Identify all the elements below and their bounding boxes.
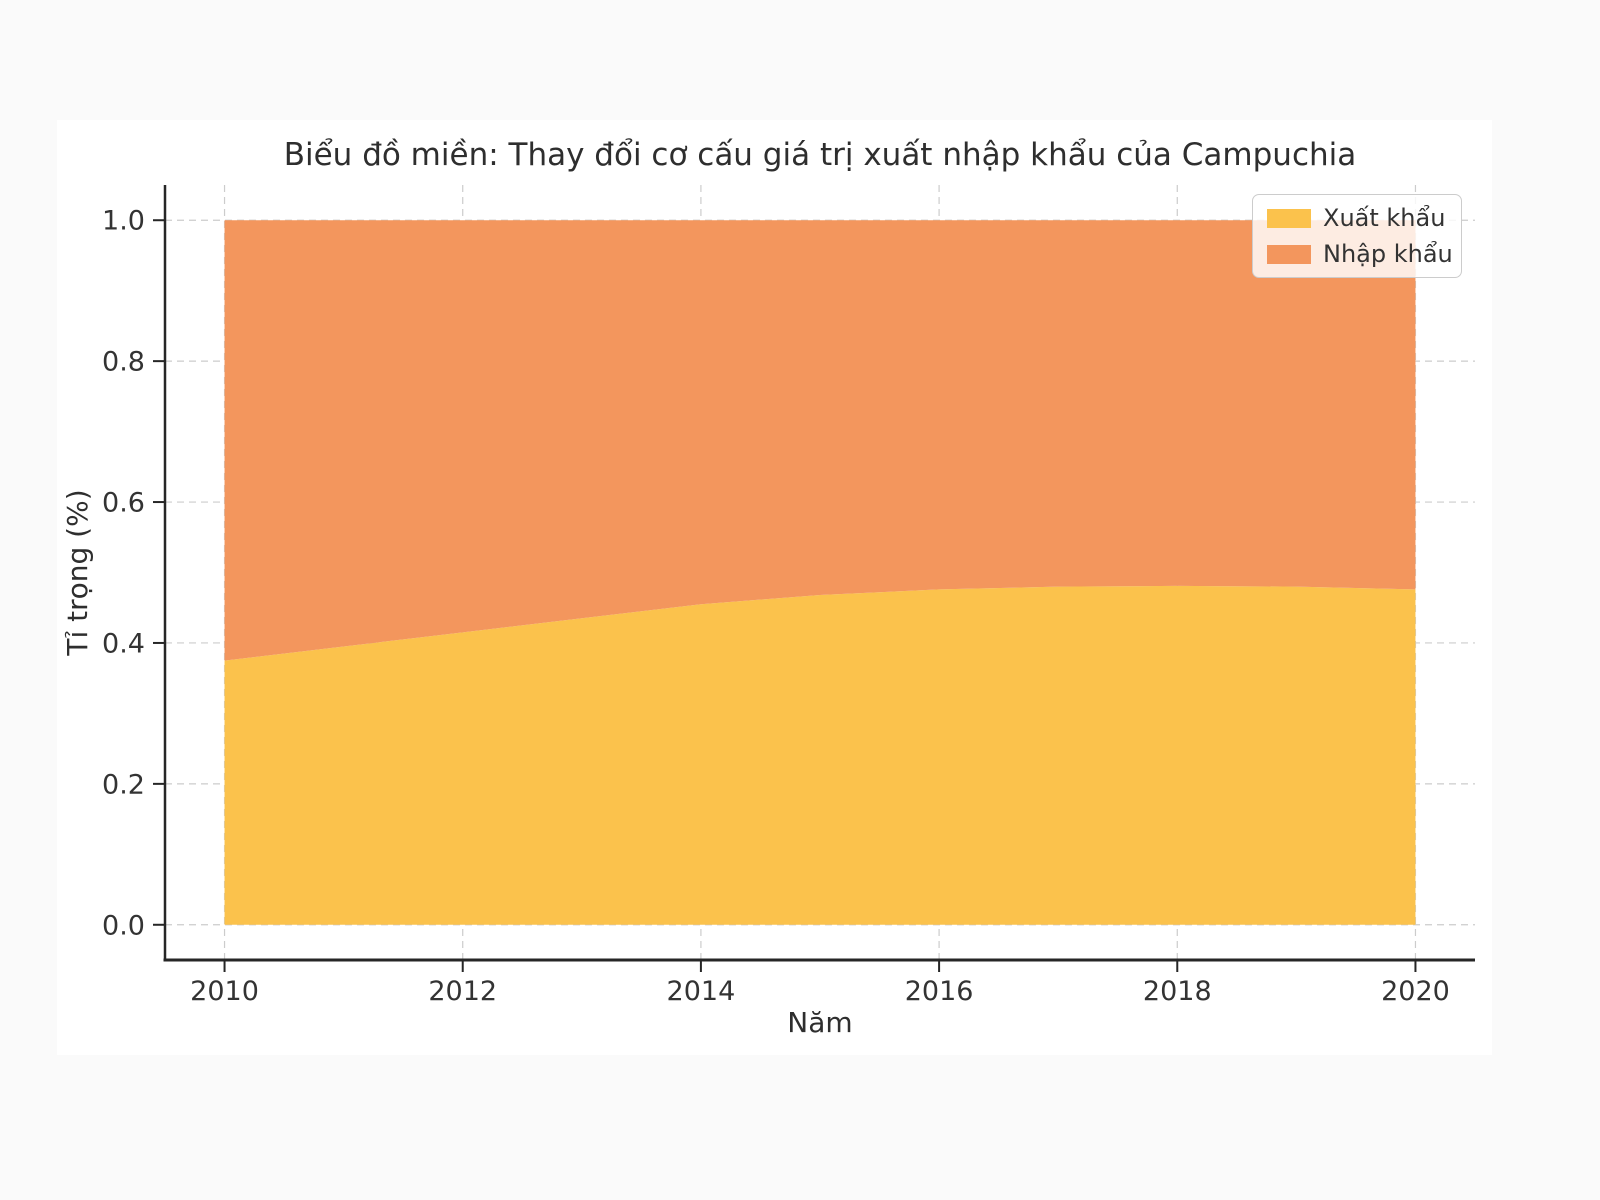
legend: Xuất khẩu Nhập khẩu: [1252, 194, 1462, 278]
x-tick-label: 2016: [905, 976, 974, 1007]
x-tick-label: 2018: [1143, 976, 1212, 1007]
y-tick-label: 0.2: [102, 769, 145, 800]
exports-swatch-icon: [1267, 208, 1311, 228]
x-tick-label: 2020: [1381, 976, 1450, 1007]
y-tick-label: 1.0: [102, 206, 145, 237]
chart-figure: Biểu đồ miền: Thay đổi cơ cấu giá trị xu…: [57, 120, 1492, 1055]
x-tick-label: 2014: [667, 976, 736, 1007]
y-tick-label: 0.8: [102, 347, 145, 378]
x-tick-label: 2012: [428, 976, 497, 1007]
legend-label-imports: Nhập khẩu: [1323, 240, 1453, 268]
chart-title: Biểu đồ miền: Thay đổi cơ cấu giá trị xu…: [283, 137, 1357, 173]
y-tick-label: 0.6: [102, 488, 145, 519]
area-series-0: [224, 585, 1416, 925]
legend-item-exports: Xuất khẩu: [1267, 204, 1447, 232]
y-tick-label: 0.4: [102, 628, 145, 659]
y-axis-label: Tỉ trọng (%): [61, 489, 94, 656]
y-tick-label: 0.0: [102, 910, 145, 941]
area-chart-plot: 2010 2012 2014 2016 2018 2020 0.0 0.2 0.4 0.6 0.8 1…: [61, 185, 1475, 1039]
x-axis-label: Năm: [787, 1006, 852, 1039]
area-series-1: [224, 220, 1416, 661]
legend-item-imports: Nhập khẩu: [1267, 240, 1453, 268]
x-tick-label: 2010: [190, 976, 259, 1007]
imports-swatch-icon: [1267, 244, 1311, 264]
legend-label-exports: Xuất khẩu: [1323, 204, 1446, 232]
